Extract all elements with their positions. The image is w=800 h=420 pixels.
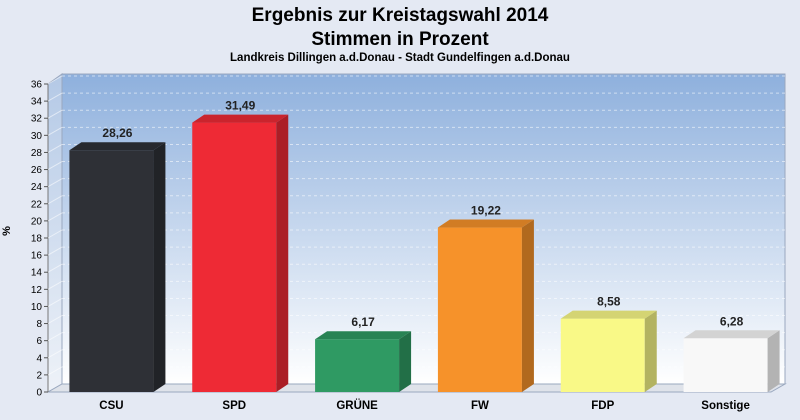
bars: 28,26 31,49 6,17 19,22 8,58 6,28 bbox=[69, 99, 780, 392]
bar-top bbox=[437, 219, 534, 228]
value-label: 6,17 bbox=[351, 315, 375, 329]
grid-line-side bbox=[47, 332, 63, 342]
bar-fw: 19,22 bbox=[437, 204, 534, 392]
bar-csu: 28,26 bbox=[69, 126, 166, 392]
y-tick-label: 20 bbox=[31, 216, 43, 227]
category-label: CSU bbox=[99, 400, 123, 412]
bar-fdp: 8,58 bbox=[560, 295, 657, 392]
y-tick-label: 34 bbox=[31, 97, 43, 108]
grid-line-side bbox=[47, 246, 63, 256]
bar-top bbox=[683, 330, 780, 339]
grid-line-side bbox=[47, 75, 63, 85]
y-tick-label: 0 bbox=[36, 388, 42, 399]
y-tick-label: 28 bbox=[31, 148, 43, 159]
y-tick-label: 6 bbox=[36, 336, 42, 347]
bar-top bbox=[69, 142, 166, 151]
back-wall bbox=[61, 73, 786, 385]
side-wall bbox=[47, 73, 63, 393]
grid-line-side bbox=[47, 315, 63, 324]
grid-line-side bbox=[47, 298, 63, 307]
grid-line-side bbox=[47, 144, 63, 153]
grid-line-side bbox=[47, 366, 63, 376]
y-tick-label: 14 bbox=[31, 268, 43, 279]
y-tick-label: 22 bbox=[31, 199, 43, 210]
y-tick-label: 4 bbox=[36, 353, 42, 364]
category-label: SPD bbox=[222, 400, 246, 412]
y-tick-label: 30 bbox=[31, 131, 43, 142]
chart-subtitle: Landkreis Dillingen a.d.Donau - Stadt Gu… bbox=[230, 52, 570, 64]
bar-front bbox=[192, 122, 277, 392]
y-tick-label: 32 bbox=[31, 114, 43, 125]
y-tick-label: 16 bbox=[31, 251, 43, 262]
bar-side bbox=[399, 331, 412, 392]
grid-line-side bbox=[47, 229, 63, 239]
category-label: FDP bbox=[591, 400, 614, 412]
x-axis-labels: CSU SPD GRÜNE FW FDP Sonstige bbox=[99, 399, 750, 412]
chart-title: Ergebnis zur Kreistagswahl 2014 Stimmen … bbox=[0, 4, 800, 52]
value-label: 31,49 bbox=[225, 99, 255, 113]
bar-top bbox=[315, 331, 412, 340]
bar-top bbox=[192, 114, 289, 123]
grid-line-side bbox=[47, 349, 63, 359]
grid-line-side bbox=[47, 263, 63, 273]
grid-line-side bbox=[47, 195, 63, 205]
grid-line-side bbox=[47, 92, 63, 102]
bar-side bbox=[644, 310, 657, 392]
y-tick-label: 8 bbox=[36, 319, 42, 330]
bar-side bbox=[767, 330, 780, 392]
y-tick-label: 24 bbox=[31, 182, 43, 193]
bar-side bbox=[153, 142, 166, 392]
y-tick-label: 36 bbox=[31, 80, 43, 91]
grid-line-side bbox=[47, 178, 63, 188]
grid-line-side bbox=[47, 212, 63, 222]
grid-lines bbox=[47, 75, 785, 376]
bar-front bbox=[437, 227, 522, 392]
bar-grüne: 6,17 bbox=[315, 315, 412, 392]
y-tick-label: 12 bbox=[31, 285, 43, 296]
chart-title-line2: Stimmen in Prozent bbox=[311, 29, 489, 50]
bar-sonstige: 6,28 bbox=[683, 314, 780, 392]
category-label: FW bbox=[471, 400, 489, 412]
grid-line-side bbox=[47, 161, 63, 170]
bar-top bbox=[560, 310, 657, 319]
value-label: 19,22 bbox=[471, 204, 501, 218]
category-label: Sonstige bbox=[701, 400, 750, 412]
y-tick-label: 26 bbox=[31, 165, 43, 176]
bar-front bbox=[315, 339, 400, 392]
bar-side bbox=[521, 219, 534, 392]
bar-front bbox=[560, 318, 645, 392]
grid-line-side bbox=[47, 280, 63, 290]
category-label: GRÜNE bbox=[336, 399, 378, 412]
chart-title-line1: Ergebnis zur Kreistagswahl 2014 bbox=[251, 5, 549, 26]
bar-front bbox=[69, 150, 154, 392]
value-label: 6,28 bbox=[720, 314, 744, 328]
y-tick-label: 10 bbox=[31, 302, 43, 313]
bar-front bbox=[683, 338, 768, 392]
y-tick-label: 2 bbox=[36, 370, 42, 381]
bar-spd: 31,49 bbox=[192, 99, 289, 392]
bar-side bbox=[276, 114, 289, 392]
y-tick-label: 18 bbox=[31, 234, 43, 245]
grid-line-side bbox=[47, 126, 63, 136]
value-label: 28,26 bbox=[102, 126, 132, 140]
value-label: 8,58 bbox=[597, 295, 621, 309]
grid-line-side bbox=[47, 109, 63, 119]
